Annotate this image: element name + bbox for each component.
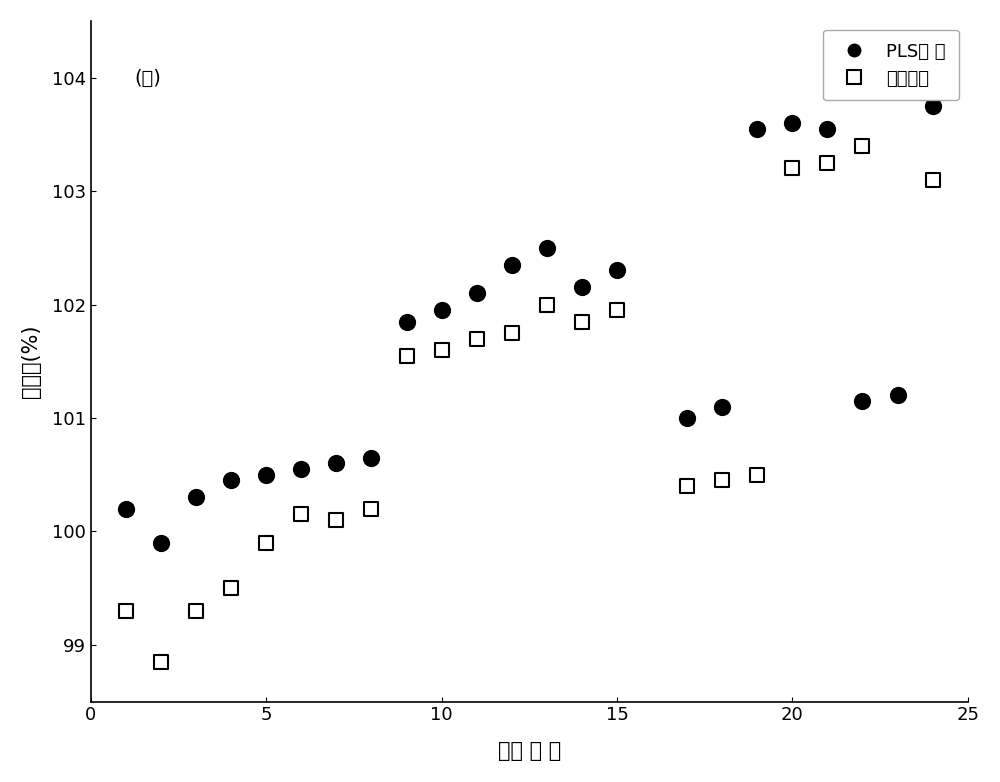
- PLS模 型: [574, 282, 590, 294]
- PLS模 型: [539, 242, 555, 254]
- 原有模型: [609, 304, 625, 317]
- PLS模 型: [784, 117, 800, 129]
- PLS模 型: [854, 395, 870, 407]
- 原有模型: [854, 139, 870, 152]
- PLS模 型: [118, 503, 134, 515]
- 原有模型: [749, 468, 765, 481]
- 原有模型: [539, 298, 555, 310]
- 原有模型: [679, 480, 695, 493]
- PLS模 型: [258, 468, 274, 481]
- 原有模型: [819, 156, 835, 169]
- 原有模型: [223, 582, 239, 594]
- X-axis label: 样品 编 号: 样品 编 号: [498, 741, 561, 761]
- Legend: PLS模 型, 原有模型: PLS模 型, 原有模型: [823, 30, 959, 100]
- 原有模型: [504, 327, 520, 339]
- 原有模型: [118, 604, 134, 617]
- PLS模 型: [434, 304, 450, 317]
- PLS模 型: [504, 259, 520, 271]
- 原有模型: [188, 604, 204, 617]
- PLS模 型: [925, 99, 941, 112]
- 原有模型: [258, 536, 274, 549]
- PLS模 型: [188, 491, 204, 504]
- PLS模 型: [328, 457, 344, 470]
- PLS模 型: [293, 463, 309, 475]
- 原有模型: [153, 655, 169, 668]
- 原有模型: [434, 343, 450, 356]
- 原有模型: [925, 174, 941, 186]
- Text: (Ａ): (Ａ): [135, 69, 162, 88]
- PLS模 型: [714, 400, 730, 413]
- PLS模 型: [223, 474, 239, 486]
- 原有模型: [714, 474, 730, 486]
- PLS模 型: [399, 315, 415, 328]
- 原有模型: [399, 350, 415, 362]
- PLS模 型: [890, 389, 906, 401]
- PLS模 型: [749, 122, 765, 135]
- 原有模型: [293, 508, 309, 521]
- PLS模 型: [153, 536, 169, 549]
- 原有模型: [328, 514, 344, 526]
- PLS模 型: [819, 122, 835, 135]
- PLS模 型: [609, 264, 625, 277]
- 原有模型: [469, 332, 485, 345]
- PLS模 型: [363, 451, 379, 464]
- Y-axis label: 回收率(%): 回收率(%): [21, 325, 41, 398]
- PLS模 型: [679, 411, 695, 424]
- PLS模 型: [469, 287, 485, 300]
- 原有模型: [574, 315, 590, 328]
- 原有模型: [363, 503, 379, 515]
- 原有模型: [784, 162, 800, 174]
